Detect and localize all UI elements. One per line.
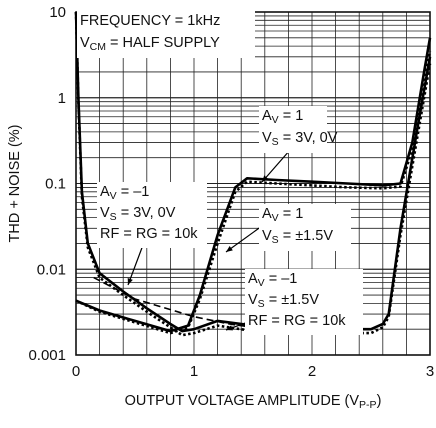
x-axis-title-main: OUTPUT VOLTAGE AMPLITUDE (V xyxy=(125,393,360,409)
leader-lines xyxy=(127,149,291,331)
y-tick-label: 0.1 xyxy=(45,176,66,193)
annotation-av1-single-line: AV = 1 xyxy=(262,108,303,126)
annotation-av-1-single-subscript: S xyxy=(110,211,117,223)
annotation-av-1-single-line: AV = –1 xyxy=(100,184,149,202)
annotation-av1-split-background xyxy=(259,204,351,251)
annotation-av1-split-text: = ±1.5V xyxy=(279,228,334,244)
annotation-av-1-single-background xyxy=(97,182,207,248)
annotation-av-1-split-line: RF = RG = 10k xyxy=(248,313,346,329)
x-tick-label: 0 xyxy=(72,363,80,380)
annotation-av-1-single-line: VS = 3V, 0V xyxy=(100,205,176,223)
annotation-av1-split-line: VS = ±1.5V xyxy=(262,228,333,246)
annotation-av-1-split-text: RF = RG = 10k xyxy=(248,313,346,329)
annotation-av-1-single-text: V xyxy=(100,205,110,221)
x-axis-title-close: ) xyxy=(377,393,382,409)
annotation-av-1-split-text: = ±1.5V xyxy=(265,292,320,308)
annotation-av1-single-text: = 3V, 0V xyxy=(279,130,338,146)
annotation-av-1-split-background xyxy=(245,269,363,335)
condition-box-subscript: CM xyxy=(90,41,106,53)
y-tick-label: 0.01 xyxy=(37,261,66,278)
annotation-av-1-single-text: RF = RG = 10k xyxy=(100,226,198,242)
condition-box-line: VCM = HALF SUPPLY xyxy=(80,35,220,53)
annotation-av-1-split-subscript: V xyxy=(258,277,265,289)
leader-av1-single xyxy=(261,149,291,183)
leader-av-1-split-arrowhead xyxy=(226,325,233,331)
leader-av-1-single xyxy=(127,244,144,286)
annotation-av1-single-text: A xyxy=(262,108,272,124)
annotation-av-1-split-subscript: S xyxy=(258,298,265,310)
annotation-av-1-split-line: VS = ±1.5V xyxy=(248,292,319,310)
annotation-av1-single: AV = 1VS = 3V, 0V xyxy=(259,106,338,153)
annotation-av1-split-subscript: V xyxy=(272,212,279,224)
annotation-av1-split-text: V xyxy=(262,228,272,244)
annotation-av1-single-text: V xyxy=(262,130,272,146)
annotation-av1-split: AV = 1VS = ±1.5V xyxy=(259,204,351,251)
x-axis-title-sub: P-P xyxy=(359,399,377,411)
annotation-av-1-split-text: = –1 xyxy=(265,271,298,287)
annotation-av1-single-subscript: S xyxy=(272,136,279,148)
condition-box: FREQUENCY = 1kHz VCM = HALF SUPPLY xyxy=(77,11,255,58)
x-tick-label: 3 xyxy=(426,363,434,380)
leader-av1-split-arrowhead xyxy=(226,246,233,252)
x-tick-label: 1 xyxy=(190,363,198,380)
x-axis-title: OUTPUT VOLTAGE AMPLITUDE (VP-P) xyxy=(125,393,382,411)
series-av-1-split xyxy=(74,11,432,337)
annotation-av-1-single-text: = –1 xyxy=(117,184,150,200)
y-tick-label: 10 xyxy=(49,4,66,21)
annotation-av-1-single-line: RF = RG = 10k xyxy=(100,226,198,242)
annotation-av1-single-text: = 1 xyxy=(279,108,304,124)
condition-box-text: V xyxy=(80,35,90,51)
leader-av1-single-arrowhead xyxy=(262,175,269,182)
series-hollow-mid xyxy=(93,276,348,334)
annotation-av1-single-subscript: V xyxy=(272,114,279,126)
annotation-av1-split-text: = 1 xyxy=(279,206,304,222)
annotation-av1-split-subscript: S xyxy=(272,234,279,246)
grid xyxy=(76,12,430,355)
y-tick-label: 1 xyxy=(58,90,66,107)
series-av1-single xyxy=(75,37,432,333)
annotation-av1-split-text: A xyxy=(262,206,272,222)
annotation-av-1-split-line: AV = –1 xyxy=(248,271,297,289)
annotation-av-1-single-subscript: V xyxy=(110,190,117,202)
condition-box-text: FREQUENCY = 1kHz xyxy=(80,13,220,29)
leader-av-1-single-arrowhead xyxy=(127,278,133,285)
annotation-av-1-split-text: V xyxy=(248,292,258,308)
condition-box-background xyxy=(77,11,255,58)
leader-av1-split xyxy=(225,225,263,253)
annotation-av1-single-line: VS = 3V, 0V xyxy=(262,130,338,148)
x-tick-label: 2 xyxy=(308,363,316,380)
series-layer xyxy=(74,11,432,337)
tick-labels: 0 1 2 3 0.001 0.01 0.1 1 10 xyxy=(28,4,434,380)
annotation-av1-split-line: AV = 1 xyxy=(262,206,303,224)
annotation-av1-single-background xyxy=(259,106,327,153)
y-axis-title: THD + NOISE (%) xyxy=(7,124,23,242)
condition-box-text: = HALF SUPPLY xyxy=(106,35,220,51)
annotation-av-1-single-text: A xyxy=(100,184,110,200)
annotation-av-1-split-text: A xyxy=(248,271,258,287)
y-tick-label: 0.001 xyxy=(28,347,66,364)
condition-box-line: FREQUENCY = 1kHz xyxy=(80,13,220,29)
annotation-av-1-single-text: = 3V, 0V xyxy=(117,205,176,221)
